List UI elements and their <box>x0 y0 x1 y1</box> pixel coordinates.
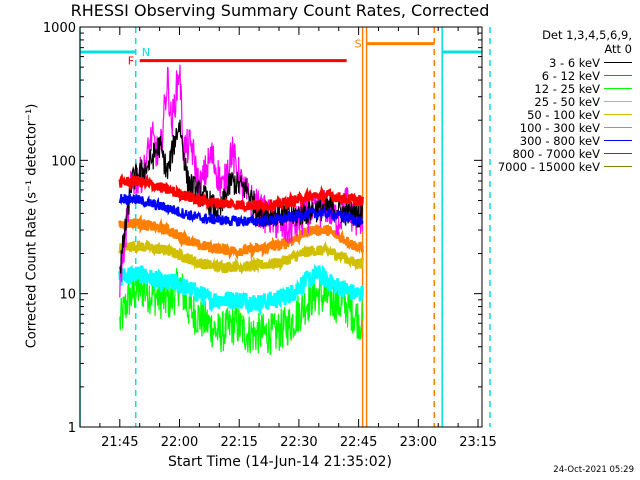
legend-item: 100 - 300 keV <box>470 120 632 135</box>
x-tick-label-3: 22:30 <box>280 435 317 450</box>
legend-header-line-1: Det 1,3,4,5,6,9, <box>542 28 632 42</box>
series-line-7 <box>118 173 364 215</box>
legend-swatch <box>604 75 632 76</box>
legend-swatch <box>604 101 632 102</box>
x-tick-label-0: 21:45 <box>101 435 138 450</box>
y-axis-label: Corrected Count Rate (s⁻¹ detector⁻¹) <box>24 103 40 349</box>
legend-item: 300 - 800 keV <box>470 133 632 148</box>
legend-item: 3 - 6 keV <box>470 55 632 70</box>
y-tick-label-1: 10 <box>59 288 76 303</box>
series-line-6 <box>118 193 364 228</box>
legend-label: 6 - 12 keV <box>541 68 600 83</box>
series-line-5 <box>118 213 364 261</box>
series-line-0 <box>119 119 363 274</box>
x-tick-label-6: 23:15 <box>459 435 496 450</box>
legend-swatch <box>604 140 632 141</box>
x-tick-label-5: 23:00 <box>400 435 437 450</box>
legend-label: 300 - 800 keV <box>519 133 600 148</box>
legend-swatch <box>604 153 632 154</box>
timestamp: 24-Oct-2021 05:29 <box>553 465 634 475</box>
legend-item: 50 - 100 keV <box>470 107 632 122</box>
legend-item: 7000 - 15000 keV <box>470 159 632 174</box>
legend-item: 25 - 50 keV <box>470 94 632 109</box>
legend-header-line-2: Att 0 <box>604 42 632 56</box>
axes: 1 10 100 1000 21:45 22:00 22:15 22:30 22:45 23:00… <box>43 21 497 450</box>
chart-title: RHESSI Observing Summary Count Rates, Co… <box>70 1 490 20</box>
x-tick-label-1: 22:00 <box>161 435 198 450</box>
legend-label: 3 - 6 keV <box>549 55 600 70</box>
legend-label: 50 - 100 keV <box>527 107 600 122</box>
x-tick-label-4: 22:45 <box>340 435 377 450</box>
series-lines <box>118 64 364 356</box>
legend-item: 6 - 12 keV <box>470 68 632 83</box>
legend-label: 12 - 25 keV <box>534 81 600 96</box>
y-tick-label-0: 1 <box>68 421 76 436</box>
legend-swatch <box>604 88 632 89</box>
annotation-S: S <box>355 38 362 51</box>
annotation-N: N <box>142 46 150 59</box>
legend-label: 25 - 50 keV <box>534 94 600 109</box>
legend-swatch <box>604 62 632 63</box>
axes-frame <box>79 26 483 428</box>
y-tick-label-2: 100 <box>51 154 76 169</box>
legend-swatch <box>604 127 632 128</box>
legend-item: 800 - 7000 keV <box>470 146 632 161</box>
series-line-4 <box>118 237 364 275</box>
annotation-F: F <box>128 55 134 68</box>
legend-swatch <box>604 166 632 167</box>
legend: Det 1,3,4,5,6,9, Att 0 3 - 6 keV 6 - 12 k… <box>470 28 632 174</box>
legend-label: 100 - 300 keV <box>519 120 600 135</box>
flag-bars: NF S <box>80 38 482 68</box>
legend-label: 7000 - 15000 keV <box>497 159 600 174</box>
legend-swatch <box>604 114 632 115</box>
y-tick-label-3: 1000 <box>43 21 76 36</box>
x-axis-label: Start Time (14-Jun-14 21:35:02) <box>168 454 392 470</box>
legend-rows: 3 - 6 keV 6 - 12 keV 12 - 25 keV 25 - 50 ke… <box>470 55 632 174</box>
x-tick-label-2: 22:15 <box>220 435 257 450</box>
legend-label: 800 - 7000 keV <box>512 146 600 161</box>
legend-item: 12 - 25 keV <box>470 81 632 96</box>
series-line-3 <box>118 264 364 317</box>
